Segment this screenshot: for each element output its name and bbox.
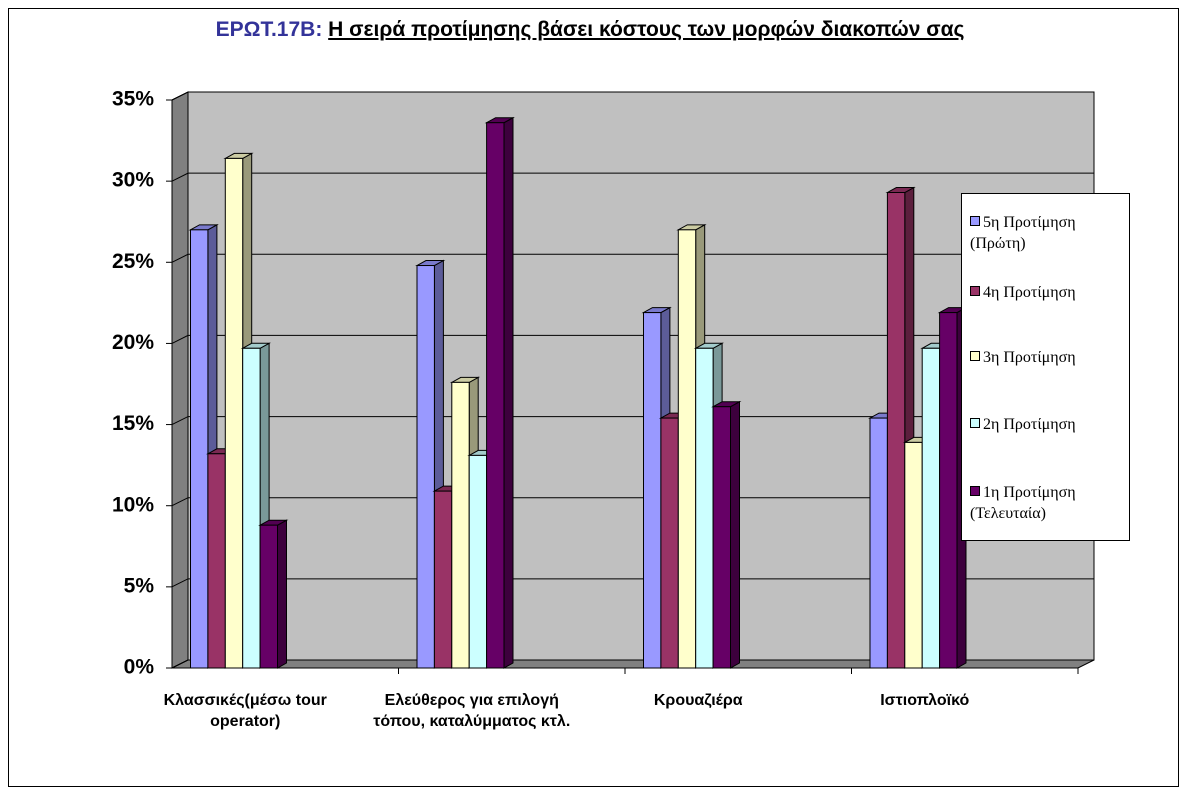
- bar-side: [730, 400, 740, 669]
- bar-front: [712, 406, 731, 669]
- bar: [937, 306, 968, 669]
- bar-front: [451, 381, 470, 669]
- bar-front: [259, 524, 279, 669]
- legend-label: 2η Προτίμηση: [983, 416, 1076, 433]
- legend-swatch: [970, 486, 980, 496]
- chart-title: ΕΡΩΤ.17Β: Η σειρά προτίμησης βάσει κόστο…: [170, 16, 1010, 44]
- legend-swatch: [970, 418, 980, 428]
- bar-front: [433, 490, 453, 669]
- grid-line: [171, 91, 1094, 101]
- legend-label: 3η Προτίμηση: [983, 349, 1076, 366]
- legend-label: 1η Προτίμηση (Τελευταία): [970, 484, 1076, 522]
- bar: [484, 116, 515, 669]
- grid-line: [171, 172, 1094, 182]
- grid-line: [171, 578, 1094, 588]
- title-code: ΕΡΩΤ.17Β:: [215, 18, 323, 41]
- bar-front: [677, 229, 697, 669]
- bar-front: [190, 229, 209, 669]
- y-tick-label: 20%: [112, 331, 154, 354]
- x-tick-label: Ελεύθερος για επιλογή τόπου, καταλύμματο…: [373, 692, 571, 730]
- bar: [711, 400, 742, 669]
- bar-side: [503, 116, 514, 669]
- bar-front: [224, 157, 244, 669]
- legend-swatch: [970, 216, 980, 226]
- legend-label: 5η Προτίμηση (Πρώτη): [970, 214, 1076, 252]
- side-wall: [171, 91, 189, 669]
- bar-front: [886, 192, 906, 669]
- bar-front: [695, 347, 714, 669]
- x-tick-label: Κρουαζιέρα: [653, 692, 743, 709]
- y-tick-label: 5%: [124, 574, 155, 597]
- legend-label: 4η Προτίμηση: [983, 284, 1076, 301]
- y-tick-label: 10%: [112, 493, 154, 516]
- y-tick-label: 0%: [124, 656, 155, 679]
- bar-front: [643, 312, 662, 669]
- legend-entry: 3η Προτίμηση: [970, 347, 1120, 368]
- bar-front: [242, 347, 261, 669]
- grid-line: [171, 334, 1094, 344]
- bar: [258, 519, 289, 669]
- grid-line: [171, 416, 1094, 426]
- legend-entry: 2η Προτίμηση: [970, 414, 1120, 435]
- legend-swatch: [970, 351, 980, 361]
- legend-entry: 1η Προτίμηση (Τελευταία): [970, 482, 1120, 524]
- bar-front: [869, 417, 888, 669]
- grid-line: [171, 253, 1094, 263]
- bar-front: [486, 122, 505, 669]
- bar-front: [468, 454, 488, 669]
- bar-front: [904, 441, 923, 669]
- y-tick-label: 15%: [112, 412, 154, 435]
- bar-front: [207, 453, 226, 669]
- legend-swatch: [970, 286, 980, 296]
- y-tick-label: 30%: [112, 169, 154, 192]
- grid-line: [171, 497, 1094, 507]
- bar-front: [939, 312, 958, 669]
- title-text: Η σειρά προτίμησης βάσει κόστους των μορ…: [328, 18, 965, 41]
- grid-line: [171, 659, 1094, 669]
- legend-entry: 5η Προτίμηση (Πρώτη): [970, 212, 1120, 254]
- bar-front: [921, 347, 941, 669]
- y-tick-label: 25%: [112, 250, 154, 273]
- x-tick-label: Ιστιοπλοϊκό: [880, 692, 970, 709]
- legend-entry: 4η Προτίμηση: [970, 282, 1120, 303]
- bar-side: [277, 519, 287, 669]
- bar-front: [416, 265, 435, 669]
- y-tick-label: 35%: [112, 88, 154, 111]
- x-tick-label: Κλασσικές(μέσω tour operator): [163, 692, 327, 730]
- bar-front: [660, 417, 679, 669]
- legend: 5η Προτίμηση (Πρώτη) 4η Προτίμηση 3η Προτί…: [961, 193, 1130, 541]
- chart-frame: [8, 8, 1179, 787]
